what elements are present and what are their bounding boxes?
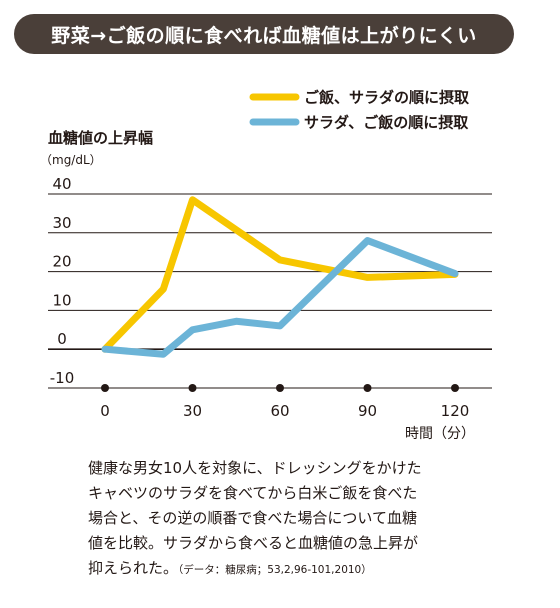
x-tick-dot-120 [451,384,459,392]
x-tick-dot-90 [363,384,372,392]
x-tick-label-0: 0 [100,402,110,420]
x-tick-label-90: 90 [358,402,377,420]
y-tick-label-20: 20 [52,253,71,271]
caption-text-5: 抑えられた。 [88,559,179,577]
x-tick-dot-60 [276,384,284,392]
legend-label-1: ご飯、サラダの順に摂取 [304,89,470,107]
x-tick-dot-0 [101,384,109,392]
caption-line-2: キャベツのサラダを食べてから白米ご飯を食べた [88,484,418,502]
legend-label-2: サラダ、ご飯の順に摂取 [304,114,469,132]
y-axis-label: 血糖値の上昇幅 [48,129,153,147]
title-banner: 野菜→ご飯の順に食べれば血糖値は上がりにくい [14,14,514,54]
y-tick-label-30: 30 [52,214,71,232]
caption: 健康な男女10人を対象に、ドレッシングをかけた キャベツのサラダを食べてから白米… [88,456,508,583]
chart-title: 野菜→ご飯の順に食べれば血糖値は上がりにくい [51,24,477,47]
y-tick-label--10: -10 [50,369,75,387]
y-tick-label-40: 40 [52,175,71,193]
caption-source: （データ：糖尿病；53,2,96-101,2010） [178,564,372,576]
x-tick-label-120: 120 [441,402,470,420]
y-axis-unit: （mg/dL） [40,153,102,167]
x-axis-label: 時間（分） [405,426,475,442]
x-tick-label-30: 30 [183,402,202,420]
x-tick-dot-30 [188,384,197,392]
series-line-1 [101,196,459,353]
caption-line-3: 場合と、その逆の順番で食べた場合について血糖 [88,509,417,527]
caption-line-5: 抑えられた。（データ：糖尿病；53,2,96-101,2010） [88,556,508,583]
caption-line-4: 値を比較。サラダから食べると血糖値の急上昇が [88,534,419,552]
y-tick-label-10: 10 [52,291,71,309]
series-line-2 [101,237,459,358]
y-tick-label-0: 0 [57,330,67,348]
caption-line-1: 健康な男女10人を対象に、ドレッシングをかけた [88,459,422,477]
x-tick-label-60: 60 [270,402,289,420]
